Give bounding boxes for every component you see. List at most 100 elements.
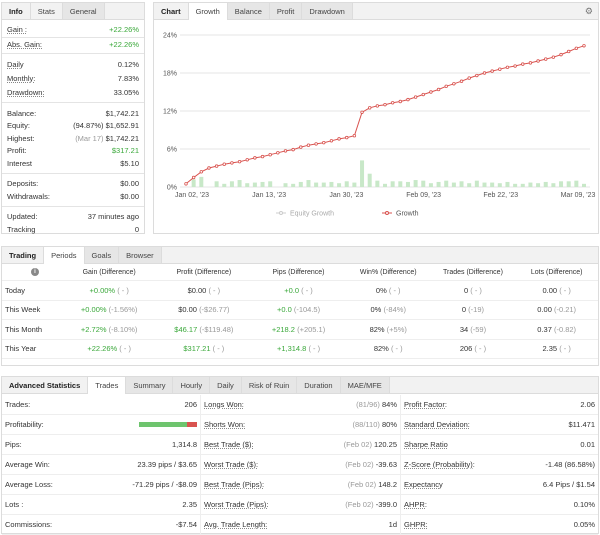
drawdown-label: Drawdown: bbox=[7, 88, 45, 98]
cell-pips_d: ( - ) bbox=[308, 344, 321, 354]
deposits-label: Deposits: bbox=[7, 179, 39, 189]
tab-trades[interactable]: Trades bbox=[88, 377, 127, 394]
daily-row: Daily 0.12% bbox=[2, 58, 144, 71]
advanced-column-1: Trades: 206 Profitability: Pips: 1,314.8 Aver… bbox=[2, 395, 200, 535]
tab-browser[interactable]: Browser bbox=[119, 247, 162, 263]
stat-row: GHPR: 0.05% bbox=[401, 515, 598, 535]
growth-point bbox=[482, 71, 487, 75]
daily-bar bbox=[237, 180, 242, 187]
tab-general[interactable]: General bbox=[62, 3, 105, 19]
tab-trading[interactable]: Trading bbox=[2, 247, 45, 263]
daily-bar bbox=[352, 182, 357, 187]
growth-point bbox=[299, 145, 303, 149]
tab-advanced-statistics[interactable]: Advanced Statistics bbox=[2, 377, 89, 393]
cell-gain: +0.00% bbox=[80, 305, 107, 315]
drawdown-value: 33.05% bbox=[113, 88, 139, 98]
growth-point bbox=[260, 154, 265, 159]
growth-point bbox=[429, 90, 433, 94]
daily-bar bbox=[283, 183, 288, 187]
stat-value: $11.471 bbox=[568, 420, 595, 429]
daily-bar bbox=[451, 182, 456, 187]
monthly-value: 7.83% bbox=[117, 74, 139, 83]
tab-periods[interactable]: Periods bbox=[44, 247, 85, 264]
cell-trades: 34 bbox=[459, 324, 469, 334]
cell-pips_d: (+205.1) bbox=[297, 324, 326, 334]
tab-info[interactable]: Info bbox=[2, 3, 31, 19]
stat-value: 6.4 Pips / $1.54 bbox=[542, 480, 595, 489]
stat-label: Z-Score (Probability): bbox=[404, 460, 475, 469]
daily-bar bbox=[574, 180, 579, 187]
tab-summary[interactable]: Summary bbox=[126, 377, 174, 393]
daily-bar bbox=[405, 181, 410, 187]
growth-point bbox=[505, 65, 510, 69]
stat-value: -$7.54 bbox=[175, 520, 197, 529]
cell-trades_d: ( - ) bbox=[474, 344, 487, 354]
daily-bar bbox=[321, 182, 326, 187]
daily-bar bbox=[329, 181, 334, 187]
info-icon[interactable]: i bbox=[31, 268, 39, 276]
stat-value: 84% bbox=[381, 400, 397, 409]
stat-row: Best Trade (Pips): (Feb 02) 148.2 bbox=[201, 475, 400, 495]
trading-row: This Month +2.72% (-8.10%) $46.17 (-$119.4… bbox=[2, 320, 598, 340]
profit-row: Profit: $317.21 bbox=[2, 145, 144, 158]
stat-label: GHPR: bbox=[404, 520, 428, 529]
advanced-column-3: Profit Factor: 2.06 Standard Deviation: $11… bbox=[400, 395, 598, 535]
trading-tabs: Trading Periods Goals Browser bbox=[2, 247, 598, 264]
trading-row: This Year +22.26% ( - ) $317.21 ( - ) +1,31… bbox=[2, 340, 598, 359]
stat-row: Average Loss: -71.29 pips / -$8.09 bbox=[2, 475, 200, 495]
tab-stats[interactable]: Stats bbox=[31, 3, 63, 19]
header-pips: Pips (Difference) bbox=[272, 268, 325, 276]
stat-label: Worst Trade (Pips): bbox=[204, 500, 269, 509]
balance-row: Balance: $1,742.21 bbox=[2, 107, 144, 120]
cell-trades_d: (-59) bbox=[470, 324, 487, 334]
daily-bar bbox=[520, 183, 525, 187]
daily-bar bbox=[582, 183, 586, 187]
cell-pips: +0.0 bbox=[276, 305, 292, 315]
tab-mae-mfe[interactable]: MAE/MFE bbox=[340, 377, 390, 393]
abs-gain-label: Abs. Gain: bbox=[7, 40, 43, 50]
stat-row: Longs Won: (81/96) 84% bbox=[201, 395, 400, 415]
tab-chart[interactable]: Chart bbox=[154, 3, 189, 19]
stat-value: 80% bbox=[381, 420, 397, 429]
highest-row: Highest: (Mar 17) $1,742.21 bbox=[2, 132, 144, 145]
daily-bar bbox=[505, 181, 510, 187]
stat-label: Profitability: bbox=[5, 420, 44, 429]
stat-value: 1,314.8 bbox=[171, 440, 197, 449]
stat-row: Standard Deviation: $11.471 bbox=[401, 415, 598, 435]
header-profit: Profit (Difference) bbox=[176, 268, 232, 276]
cell-win: 0% bbox=[375, 285, 387, 295]
gain-row: Gain : +22.26% bbox=[2, 23, 144, 36]
tab-daily[interactable]: Daily bbox=[210, 377, 242, 393]
tab-duration[interactable]: Duration bbox=[297, 377, 341, 393]
tab-goals[interactable]: Goals bbox=[84, 247, 120, 263]
stat-row: Avg. Trade Length: 1d bbox=[201, 515, 400, 535]
cell-trades: 0 bbox=[463, 285, 469, 295]
cell-lots: 0.00 bbox=[537, 305, 552, 315]
legend-equity-marker bbox=[279, 211, 283, 215]
tab-balance[interactable]: Balance bbox=[227, 3, 270, 19]
tracking-value: 0 bbox=[134, 224, 139, 234]
growth-point bbox=[383, 102, 387, 107]
deposits-row: Deposits: $0.00 bbox=[2, 178, 144, 191]
stat-value: 0.05% bbox=[573, 520, 595, 529]
growth-point bbox=[574, 46, 579, 50]
cell-lots_d: (-0.82) bbox=[553, 324, 577, 334]
daily-bar bbox=[566, 181, 571, 187]
cell-profit: $317.21 bbox=[183, 344, 211, 354]
trading-header-row: i Gain (Difference) Profit (Difference) … bbox=[2, 264, 598, 281]
equity-label: Equity: bbox=[7, 121, 30, 131]
daily-bar bbox=[543, 181, 548, 187]
stat-row: Shorts Won: (88/110) 80% bbox=[201, 415, 400, 435]
header-win: Win% (Difference) bbox=[359, 268, 417, 276]
growth-point bbox=[367, 106, 372, 110]
tab-risk-of-ruin[interactable]: Risk of Ruin bbox=[241, 377, 298, 393]
growth-point bbox=[253, 156, 257, 160]
daily-bar bbox=[459, 181, 464, 187]
tab-hourly[interactable]: Hourly bbox=[173, 377, 211, 393]
stat-label: Standard Deviation: bbox=[404, 420, 470, 429]
tab-drawdown[interactable]: Drawdown bbox=[302, 3, 353, 19]
settings-gear-icon[interactable]: ⚙ bbox=[584, 6, 593, 16]
tab-profit[interactable]: Profit bbox=[269, 3, 303, 19]
tab-growth[interactable]: Growth bbox=[188, 3, 228, 20]
stat-row: Pips: 1,314.8 bbox=[2, 435, 200, 455]
